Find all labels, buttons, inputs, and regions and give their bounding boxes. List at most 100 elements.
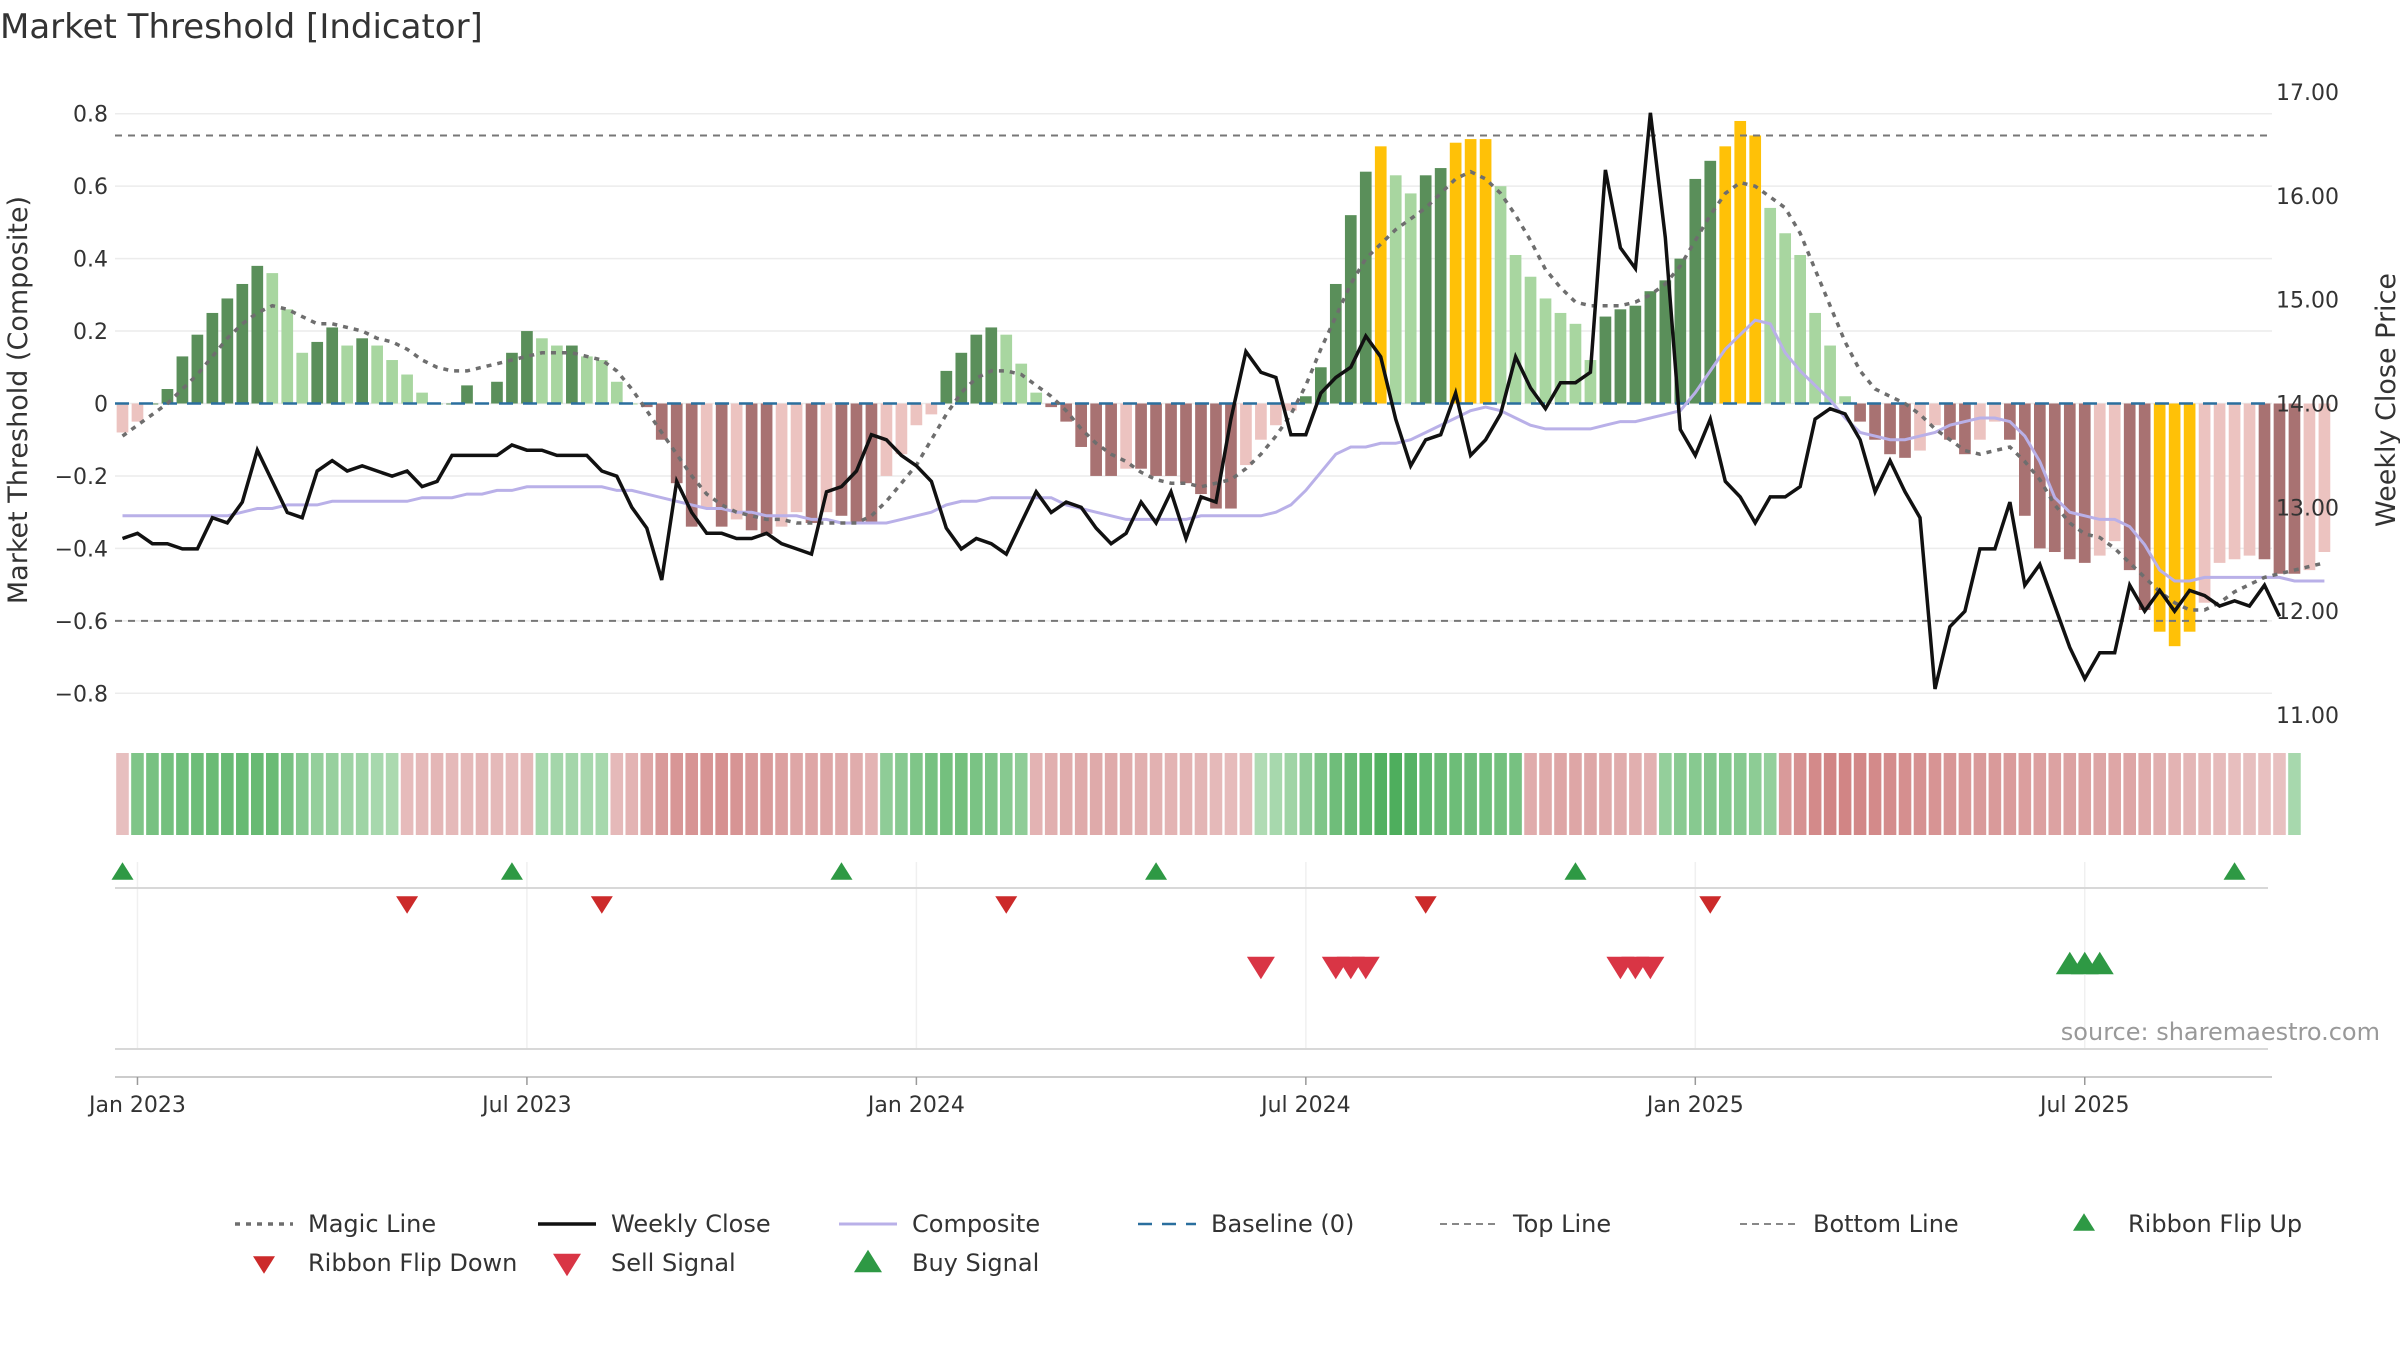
ribbon-segment — [2108, 753, 2122, 835]
composite-bar — [1075, 403, 1087, 447]
ribbon-segment — [835, 753, 848, 835]
composite-bar — [161, 389, 174, 404]
composite-bar — [610, 381, 623, 404]
composite-bar — [1959, 403, 1971, 455]
ribbon-flip-down-marker — [1414, 896, 1437, 914]
ribbon-segment — [221, 753, 234, 835]
reference-lines — [115, 134, 2272, 622]
ribbon-segment — [2018, 753, 2032, 835]
ribbon-segment — [1044, 753, 1058, 835]
ribbon-segment — [2168, 753, 2181, 835]
buy-signal-marker — [2085, 951, 2114, 975]
legend-swatch-up-triangle — [854, 1249, 882, 1273]
ribbon-flip-down-marker — [1699, 896, 1722, 914]
ribbon-flip-up-marker — [500, 862, 523, 880]
ribbon-segment — [850, 753, 863, 835]
ribbon-segment — [1674, 753, 1687, 835]
composite-bar — [2258, 403, 2271, 560]
ribbon-segment — [1239, 753, 1253, 835]
legend-item: Ribbon Flip Up — [2073, 1210, 2302, 1238]
ribbon-segment — [1569, 753, 1582, 835]
ribbon-segment — [1868, 753, 1882, 835]
ribbon-segment — [550, 753, 564, 835]
ribbon-segment — [1554, 753, 1567, 835]
sell-signal-marker — [1636, 956, 1665, 980]
legend-item: Composite — [839, 1210, 1040, 1238]
legend-swatch-down-triangle — [553, 1253, 581, 1277]
ribbon-segment — [1164, 753, 1178, 835]
ribbon-segment — [295, 753, 309, 835]
composite-bar — [1225, 403, 1237, 509]
composite-bar — [2228, 403, 2241, 560]
legend-label: Ribbon Flip Up — [2128, 1210, 2302, 1238]
ribbon-segment — [1014, 753, 1028, 835]
composite-bar — [655, 403, 668, 440]
composite-bar — [2048, 403, 2061, 553]
ribbon-segment — [1838, 753, 1852, 835]
legend-label: Ribbon Flip Down — [308, 1249, 517, 1277]
legend: Magic Line Weekly Close Composite Baseline … — [235, 1210, 2302, 1277]
ribbon-segment — [1913, 753, 1927, 835]
composite-bar — [925, 403, 938, 415]
composite-bar — [1464, 139, 1477, 404]
composite-bar — [1329, 283, 1342, 404]
ribbon-segment — [1284, 753, 1298, 835]
legend-item: Sell Signal — [553, 1249, 736, 1277]
ribbon-segment — [2198, 753, 2211, 835]
composite-bar — [1105, 403, 1117, 476]
composite-bar — [1374, 146, 1387, 404]
ribbon-segment — [1419, 753, 1432, 835]
ribbon-segment — [999, 753, 1013, 835]
ribbon-segment — [340, 753, 354, 835]
ribbon-flip-up-marker — [2223, 862, 2246, 880]
ribbon-segment — [2183, 753, 2196, 835]
ribbon-segment — [1539, 753, 1552, 835]
composite-bar — [2288, 403, 2301, 574]
y-left-tick-label: −0.4 — [55, 537, 108, 562]
composite-bar — [1539, 298, 1552, 404]
ribbon-segment — [1389, 753, 1403, 835]
ribbon-segment — [1329, 753, 1343, 835]
composite-bar — [551, 345, 563, 404]
composite-bar — [895, 403, 908, 455]
y-right-tick-label: 15.00 — [2276, 289, 2339, 314]
composite-bar — [251, 265, 264, 404]
y-axis-left-label: Market Threshold (Composite) — [3, 196, 34, 604]
legend-item: Baseline (0) — [1138, 1210, 1354, 1238]
ribbon-segment — [176, 753, 189, 835]
composite-bar — [2078, 403, 2091, 563]
composite-bar — [2123, 403, 2136, 571]
composite-bar — [1569, 323, 1582, 404]
y-right-tick-label: 14.00 — [2276, 393, 2339, 418]
composite-bar — [1989, 403, 2001, 422]
composite-bar — [1180, 403, 1192, 484]
ribbon-segment — [1059, 753, 1073, 835]
ribbon-segment — [580, 753, 594, 835]
ribbon-segment — [730, 753, 743, 835]
ribbon-segment — [1194, 753, 1208, 835]
composite-bar — [1165, 403, 1177, 476]
composite-bar — [581, 356, 593, 404]
composite-bar — [536, 338, 548, 404]
composite-bar — [2243, 403, 2256, 556]
composite-bar — [386, 360, 398, 404]
ribbon-segment — [670, 753, 684, 835]
ribbon-segment — [865, 753, 878, 835]
composite-bar — [1060, 403, 1073, 422]
ribbon-segment — [1958, 753, 1972, 835]
composite-bar — [2183, 403, 2196, 632]
composite-bar — [491, 381, 503, 404]
ribbon-segment — [1943, 753, 1957, 835]
ribbon-segment — [2078, 753, 2092, 835]
composite-bar — [790, 403, 803, 513]
composite-bar — [1404, 193, 1417, 404]
composite-bar — [1749, 135, 1762, 404]
composite-bar — [1150, 403, 1162, 476]
y-left-tick-label: −0.2 — [55, 465, 108, 490]
composite-bar — [236, 283, 249, 404]
legend-item: Ribbon Flip Down — [253, 1249, 517, 1277]
x-tick-label: Jul 2023 — [480, 1093, 572, 1118]
ribbon-segment — [1119, 753, 1133, 835]
composite-bar — [2318, 403, 2331, 553]
